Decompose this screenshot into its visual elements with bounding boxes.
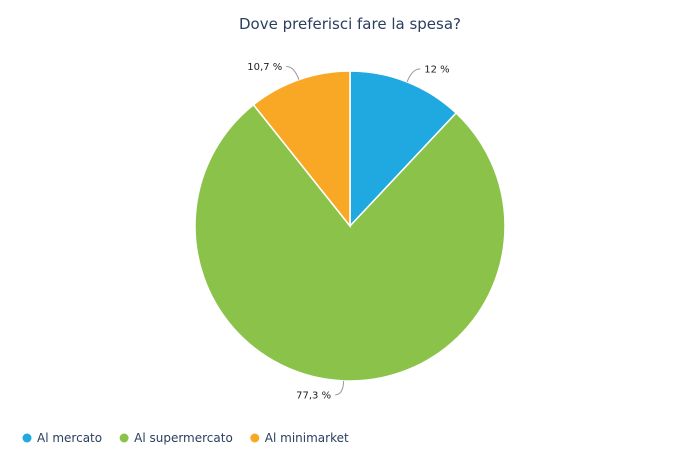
data-label-leaders [286,65,421,396]
legend-marker [22,433,32,443]
pie-slice [194,103,506,382]
chart-title: Dove preferisci fare la spesa? [239,15,461,33]
data-label-leader [406,68,421,83]
legend-label: Al mercato [37,431,102,445]
legend: Al mercato Al supermercato Al minimarket [22,431,349,445]
data-label: 77,3 % [296,390,331,401]
data-label: 12 % [424,64,449,75]
data-label: 10,7 % [247,62,282,73]
pie-slices [194,70,506,382]
data-labels: 12 % 77,3 % 10,7 % [247,62,449,401]
legend-marker [250,433,260,443]
legend-item[interactable]: Al minimarket [250,431,349,445]
legend-label: Al minimarket [265,431,349,445]
legend-item[interactable]: Al mercato [22,431,103,445]
legend-item[interactable]: Al supermercato [119,431,233,445]
data-label-leader [286,65,300,80]
legend-label: Al supermercato [134,431,233,445]
legend-marker [119,433,129,443]
pie-slice [252,70,351,229]
data-label-leader [335,380,345,396]
